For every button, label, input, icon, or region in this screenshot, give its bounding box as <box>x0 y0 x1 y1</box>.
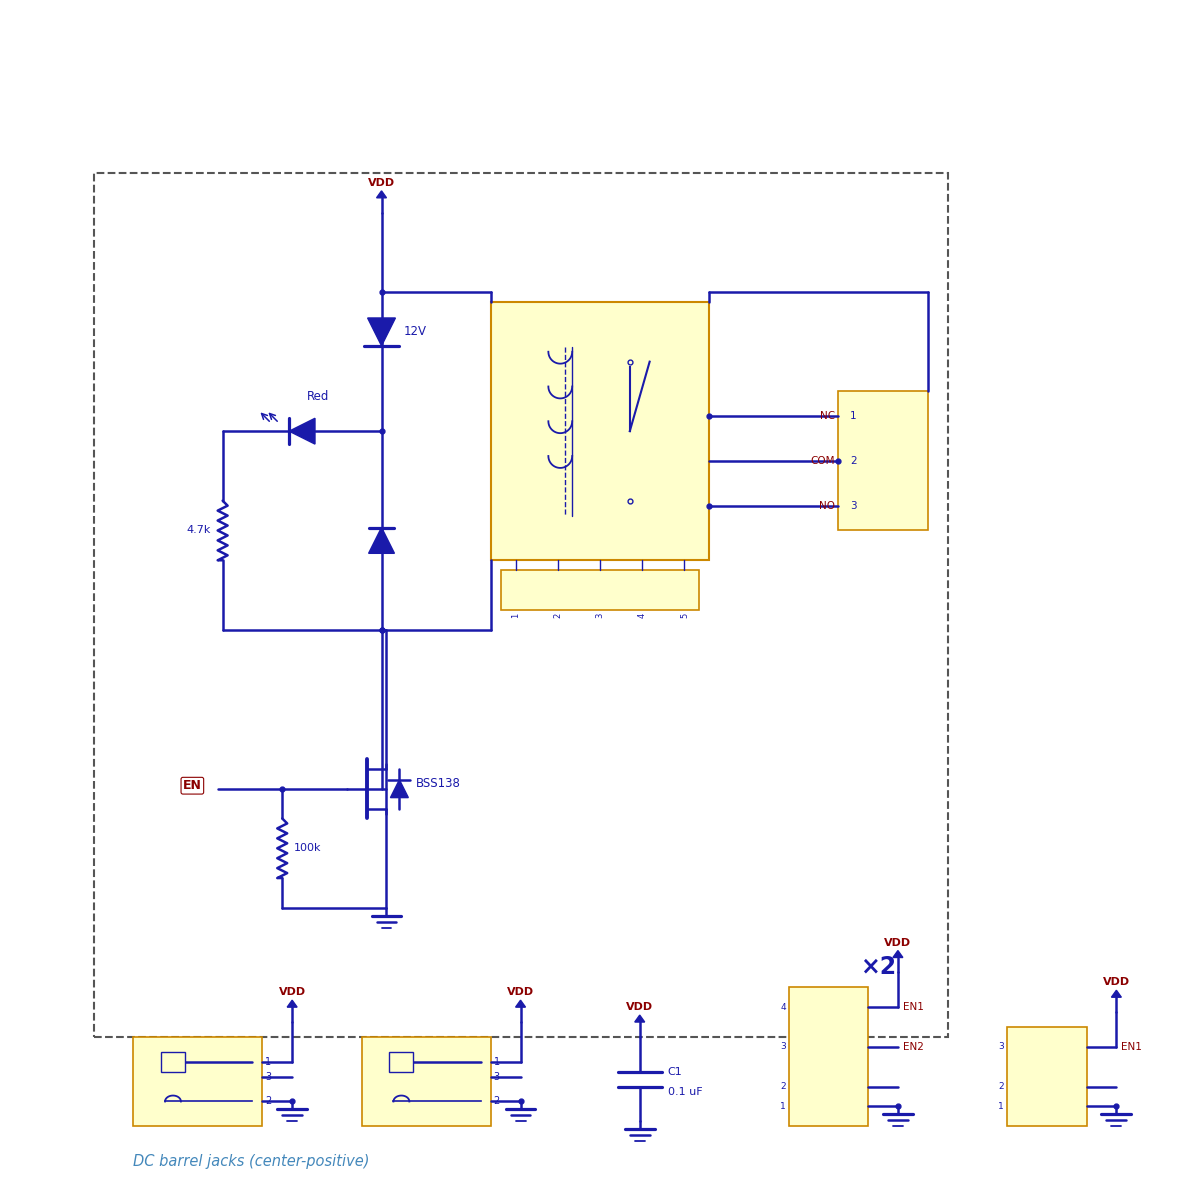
Bar <box>1007 1027 1086 1127</box>
Bar <box>94 173 948 1037</box>
Text: 2: 2 <box>851 456 857 466</box>
Text: C1: C1 <box>667 1067 683 1076</box>
Text: EN1: EN1 <box>902 1002 924 1012</box>
Polygon shape <box>289 419 314 444</box>
Polygon shape <box>516 1001 526 1007</box>
Text: 2: 2 <box>998 1082 1004 1091</box>
Bar <box>161 1052 185 1072</box>
Polygon shape <box>893 950 902 958</box>
Text: EN: EN <box>182 779 202 792</box>
Text: 3: 3 <box>780 1043 786 1051</box>
Text: 0.1 uF: 0.1 uF <box>667 1086 702 1097</box>
Text: 5: 5 <box>680 613 689 618</box>
Text: VDD: VDD <box>626 1002 653 1012</box>
Text: 2: 2 <box>493 1097 500 1106</box>
Text: VDD: VDD <box>278 988 306 997</box>
Text: 1: 1 <box>265 1057 271 1067</box>
Bar <box>491 302 709 560</box>
Text: EN1: EN1 <box>1121 1042 1142 1052</box>
Text: BSS138: BSS138 <box>416 778 461 791</box>
Bar <box>788 988 868 1127</box>
Text: 3: 3 <box>493 1072 500 1081</box>
Text: 100k: 100k <box>294 844 322 853</box>
Text: VDD: VDD <box>506 988 534 997</box>
Text: 1: 1 <box>780 1102 786 1111</box>
Text: 1: 1 <box>493 1057 500 1067</box>
Bar <box>390 1052 413 1072</box>
Polygon shape <box>287 1001 298 1007</box>
Text: 4: 4 <box>780 1003 786 1012</box>
Polygon shape <box>377 191 386 198</box>
Text: EN2: EN2 <box>902 1042 924 1052</box>
Text: NC: NC <box>821 412 835 421</box>
Bar <box>500 570 700 610</box>
Text: 3: 3 <box>595 613 605 618</box>
Bar <box>839 391 928 530</box>
Text: VDD: VDD <box>884 937 912 948</box>
Text: 1: 1 <box>998 1102 1004 1111</box>
Bar <box>133 1037 263 1127</box>
Text: 1: 1 <box>511 613 520 618</box>
Text: VDD: VDD <box>1103 977 1130 988</box>
Text: ×2: ×2 <box>860 955 896 979</box>
Polygon shape <box>390 780 408 798</box>
Text: 2: 2 <box>780 1082 786 1091</box>
Polygon shape <box>368 528 395 553</box>
Text: 2: 2 <box>553 613 563 618</box>
Text: NO: NO <box>820 500 835 511</box>
Bar <box>361 1037 491 1127</box>
Text: 12V: 12V <box>403 325 426 338</box>
Text: 3: 3 <box>998 1043 1004 1051</box>
Text: 3: 3 <box>265 1072 271 1081</box>
Text: 1: 1 <box>851 412 857 421</box>
Text: 4: 4 <box>637 613 647 618</box>
Text: 4.7k: 4.7k <box>186 526 211 535</box>
Text: 2: 2 <box>265 1097 271 1106</box>
Text: VDD: VDD <box>368 178 395 188</box>
Text: COM: COM <box>811 456 835 466</box>
Polygon shape <box>635 1015 644 1022</box>
Text: DC barrel jacks (center-positive): DC barrel jacks (center-positive) <box>133 1153 370 1169</box>
Text: Red: Red <box>307 390 330 403</box>
Polygon shape <box>367 318 396 346</box>
Polygon shape <box>1111 990 1121 997</box>
Text: 3: 3 <box>851 500 857 511</box>
